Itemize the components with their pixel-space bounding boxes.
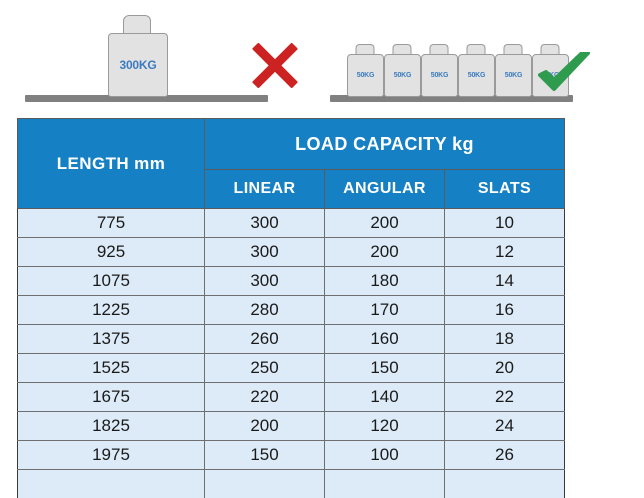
- cell-slats: 24: [445, 412, 565, 441]
- weight-block-50kg: 50KG: [458, 44, 493, 95]
- cell-slats: 26: [445, 441, 565, 470]
- column-header-slats: SLATS: [445, 170, 565, 209]
- table-row: 925 300 200 12: [18, 238, 565, 267]
- cell-slats: 14: [445, 267, 565, 296]
- weight-body: 50KG: [458, 54, 495, 97]
- column-header-group-load-capacity: LOAD CAPACITY kg: [205, 119, 565, 170]
- cell-length: 1075: [18, 267, 205, 296]
- table-row: 1075 300 180 14: [18, 267, 565, 296]
- weight-label: 50KG: [431, 72, 449, 79]
- cell-angular: 170: [325, 296, 445, 325]
- table-row: 1525 250 150 20: [18, 354, 565, 383]
- cell-slats: 18: [445, 325, 565, 354]
- cell-slats: 16: [445, 296, 565, 325]
- weight-body: 50KG: [421, 54, 458, 97]
- cell-length: 1975: [18, 441, 205, 470]
- weight-label: 50KG: [468, 72, 486, 79]
- table-body: 775 300 200 10 925 300 200 12 1075 300 1…: [18, 209, 565, 498]
- weight-block-50kg: 50KG: [421, 44, 456, 95]
- cross-icon: [252, 42, 298, 88]
- table-header-row-1: LENGTH mm LOAD CAPACITY kg: [18, 119, 565, 170]
- table-row: 1975 150 100 26: [18, 441, 565, 470]
- weight-label: 300KG: [119, 58, 156, 72]
- cell-angular: 140: [325, 383, 445, 412]
- cell-linear: 280: [205, 296, 325, 325]
- cell-angular: 150: [325, 354, 445, 383]
- weight-label: 50KG: [505, 72, 523, 79]
- weight-body: 300KG: [108, 33, 168, 97]
- cell-linear: 260: [205, 325, 325, 354]
- cell-length: 1525: [18, 354, 205, 383]
- column-header-angular: ANGULAR: [325, 170, 445, 209]
- cell-linear: 220: [205, 383, 325, 412]
- cell-length: 1675: [18, 383, 205, 412]
- table-row: 1675 220 140 22: [18, 383, 565, 412]
- weight-label: 50KG: [394, 72, 412, 79]
- cell-angular: 200: [325, 209, 445, 238]
- weight-block-50kg: 50KG: [384, 44, 419, 95]
- cell-linear: 150: [205, 441, 325, 470]
- column-header-linear: LINEAR: [205, 170, 325, 209]
- cell-angular: 200: [325, 238, 445, 267]
- column-header-length: LENGTH mm: [18, 119, 205, 209]
- cell-angular: 180: [325, 267, 445, 296]
- weight-body: 50KG: [347, 54, 384, 97]
- cell-linear: 300: [205, 267, 325, 296]
- weight-label: 50KG: [357, 72, 375, 79]
- cell-angular: 160: [325, 325, 445, 354]
- cell-length: 925: [18, 238, 205, 267]
- table-row: 1825 200 120 24: [18, 412, 565, 441]
- weight-body: 50KG: [384, 54, 421, 97]
- cell-angular: 120: [325, 412, 445, 441]
- cell-slats: 10: [445, 209, 565, 238]
- table-row: 775 300 200 10: [18, 209, 565, 238]
- cell-slats: 12: [445, 238, 565, 267]
- check-icon: [538, 52, 590, 96]
- weight-block-50kg: 50KG: [347, 44, 382, 95]
- weight-body: 50KG: [495, 54, 532, 97]
- cell-angular: 100: [325, 441, 445, 470]
- load-illustration: 300KG 50KG 50KG 50KG 50KG 50KG: [0, 0, 644, 115]
- cell-length: 1825: [18, 412, 205, 441]
- cell-slats: 22: [445, 383, 565, 412]
- cell-length: 775: [18, 209, 205, 238]
- cell-linear: 300: [205, 238, 325, 267]
- table-row: 1375 260 160 18: [18, 325, 565, 354]
- table-row: 1225 280 170 16: [18, 296, 565, 325]
- weight-block-300kg: 300KG: [108, 15, 166, 95]
- cell-linear: 200: [205, 412, 325, 441]
- cell-linear: 300: [205, 209, 325, 238]
- cell-linear: 250: [205, 354, 325, 383]
- table-header: LENGTH mm LOAD CAPACITY kg LINEAR ANGULA…: [18, 119, 565, 209]
- cell-slats: 20: [445, 354, 565, 383]
- cell-length: 1375: [18, 325, 205, 354]
- cell-length: 1225: [18, 296, 205, 325]
- load-capacity-table: LENGTH mm LOAD CAPACITY kg LINEAR ANGULA…: [17, 118, 565, 498]
- weight-block-50kg: 50KG: [495, 44, 530, 95]
